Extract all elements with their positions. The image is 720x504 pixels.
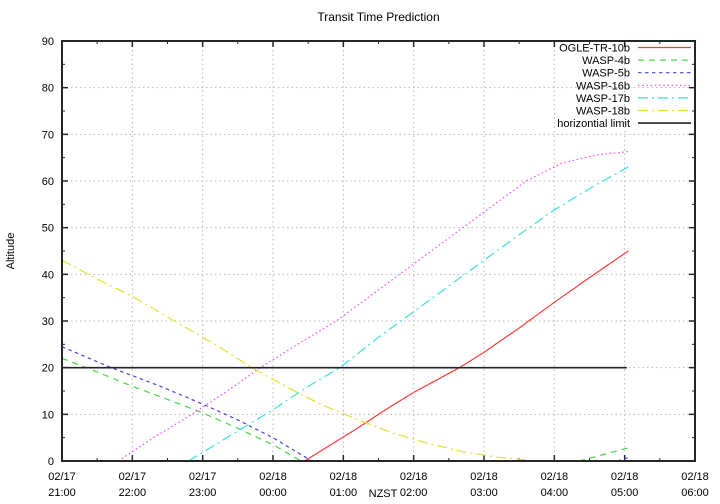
- legend-label: horizontial limit: [557, 118, 630, 130]
- series-line-wasp-17b: [188, 166, 629, 462]
- x-tick-time-label: 22:00: [119, 487, 147, 499]
- y-tick-label: 40: [42, 269, 54, 281]
- y-tick-label: 90: [42, 36, 54, 48]
- x-tick-date-label: 02/17: [48, 471, 76, 483]
- x-tick-time-label: 02:00: [400, 487, 428, 499]
- y-tick-label: 30: [42, 316, 54, 328]
- x-tick-time-label: 05:00: [611, 487, 639, 499]
- x-tick-date-label: 02/17: [119, 471, 147, 483]
- legend-label: WASP-5b: [582, 68, 630, 80]
- x-tick-date-label: 02/18: [541, 471, 569, 483]
- x-tick-time-label: 03:00: [470, 487, 498, 499]
- y-axis-label: Altitude: [5, 233, 17, 270]
- y-tick-label: 20: [42, 363, 54, 375]
- y-tick-label: 80: [42, 83, 54, 95]
- x-tick-time-label: 06:00: [681, 487, 709, 499]
- x-tick-date-label: 02/18: [470, 471, 498, 483]
- x-tick-date-label: 02/18: [259, 471, 287, 483]
- y-tick-label: 0: [48, 456, 54, 468]
- x-tick-time-label: 23:00: [189, 487, 217, 499]
- x-tick-time-label: 00:00: [259, 487, 287, 499]
- x-tick-date-label: 02/18: [400, 471, 428, 483]
- x-tick-time-label: 21:00: [48, 487, 76, 499]
- x-tick-date-label: 02/17: [189, 471, 217, 483]
- legend-label: WASP-18b: [576, 106, 630, 118]
- legend-label: WASP-17b: [576, 93, 630, 105]
- legend-label: WASP-16b: [576, 80, 630, 92]
- series-line-wasp-4b: [61, 357, 302, 462]
- legend-label: WASP-4b: [582, 55, 630, 67]
- x-tick-date-label: 02/18: [681, 471, 709, 483]
- series-line-wasp-4b: [578, 447, 629, 462]
- legend-label: OGLE-TR-10b: [559, 43, 630, 55]
- y-tick-label: 10: [42, 409, 54, 421]
- series-line-wasp-18b: [61, 259, 534, 462]
- x-tick-time-label: 01:00: [330, 487, 358, 499]
- y-tick-label: 70: [42, 129, 54, 141]
- x-tick-date-label: 02/18: [330, 471, 358, 483]
- x-tick-time-label: 04:00: [541, 487, 569, 499]
- plot-border: [61, 40, 696, 462]
- y-tick-label: 50: [42, 223, 54, 235]
- chart-title: Transit Time Prediction: [317, 10, 439, 24]
- x-axis-label: NZST: [369, 488, 398, 500]
- x-tick-date-label: 02/18: [611, 471, 639, 483]
- y-tick-label: 60: [42, 176, 54, 188]
